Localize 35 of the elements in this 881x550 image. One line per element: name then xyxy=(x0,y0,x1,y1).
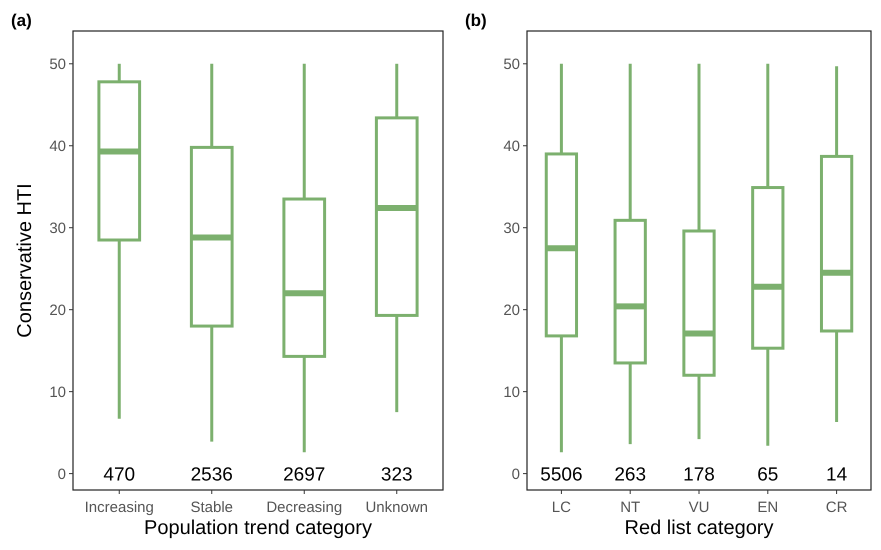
x-tick-label: LC xyxy=(552,499,572,516)
y-tick-label: 40 xyxy=(503,138,520,155)
annotation: 5506 xyxy=(540,464,583,486)
annotation: 14 xyxy=(826,464,848,486)
y-tick-label: 20 xyxy=(503,302,520,319)
y-axis-title: Conservative HTI xyxy=(14,183,36,338)
annotation: 323 xyxy=(380,464,413,486)
y-tick-label: 0 xyxy=(512,466,520,483)
x-axis-title: Population trend category xyxy=(144,517,372,539)
x-tick-label: Unknown xyxy=(365,499,428,516)
x-tick-label: EN xyxy=(757,499,778,516)
annotation: 178 xyxy=(683,464,715,486)
y-tick-label: 50 xyxy=(503,56,520,74)
annotation: 2697 xyxy=(283,464,326,486)
x-tick-label: Increasing xyxy=(84,499,154,516)
x-tick-label: CR xyxy=(826,499,848,516)
y-tick-label: 40 xyxy=(49,138,66,155)
x-tick-label: Decreasing xyxy=(266,499,342,516)
chart-title: (a) xyxy=(11,11,32,30)
y-tick-label: 30 xyxy=(49,220,66,237)
y-tick-label: 20 xyxy=(49,302,66,319)
annotation: 470 xyxy=(103,464,136,486)
y-tick-label: 50 xyxy=(49,56,66,74)
y-tick-label: 10 xyxy=(49,384,66,401)
y-tick-label: 30 xyxy=(503,220,520,237)
x-axis-title: Red list category xyxy=(624,517,774,539)
y-tick-label: 10 xyxy=(503,384,520,401)
annotation: 65 xyxy=(757,464,778,486)
x-tick-label: Stable xyxy=(190,499,234,516)
x-tick-label: NT xyxy=(620,499,640,516)
x-tick-label: VU xyxy=(688,499,710,516)
annotation: 2536 xyxy=(190,464,233,486)
chart-title: (b) xyxy=(465,11,487,30)
y-tick-label: 0 xyxy=(58,466,66,483)
annotation: 263 xyxy=(614,464,646,486)
